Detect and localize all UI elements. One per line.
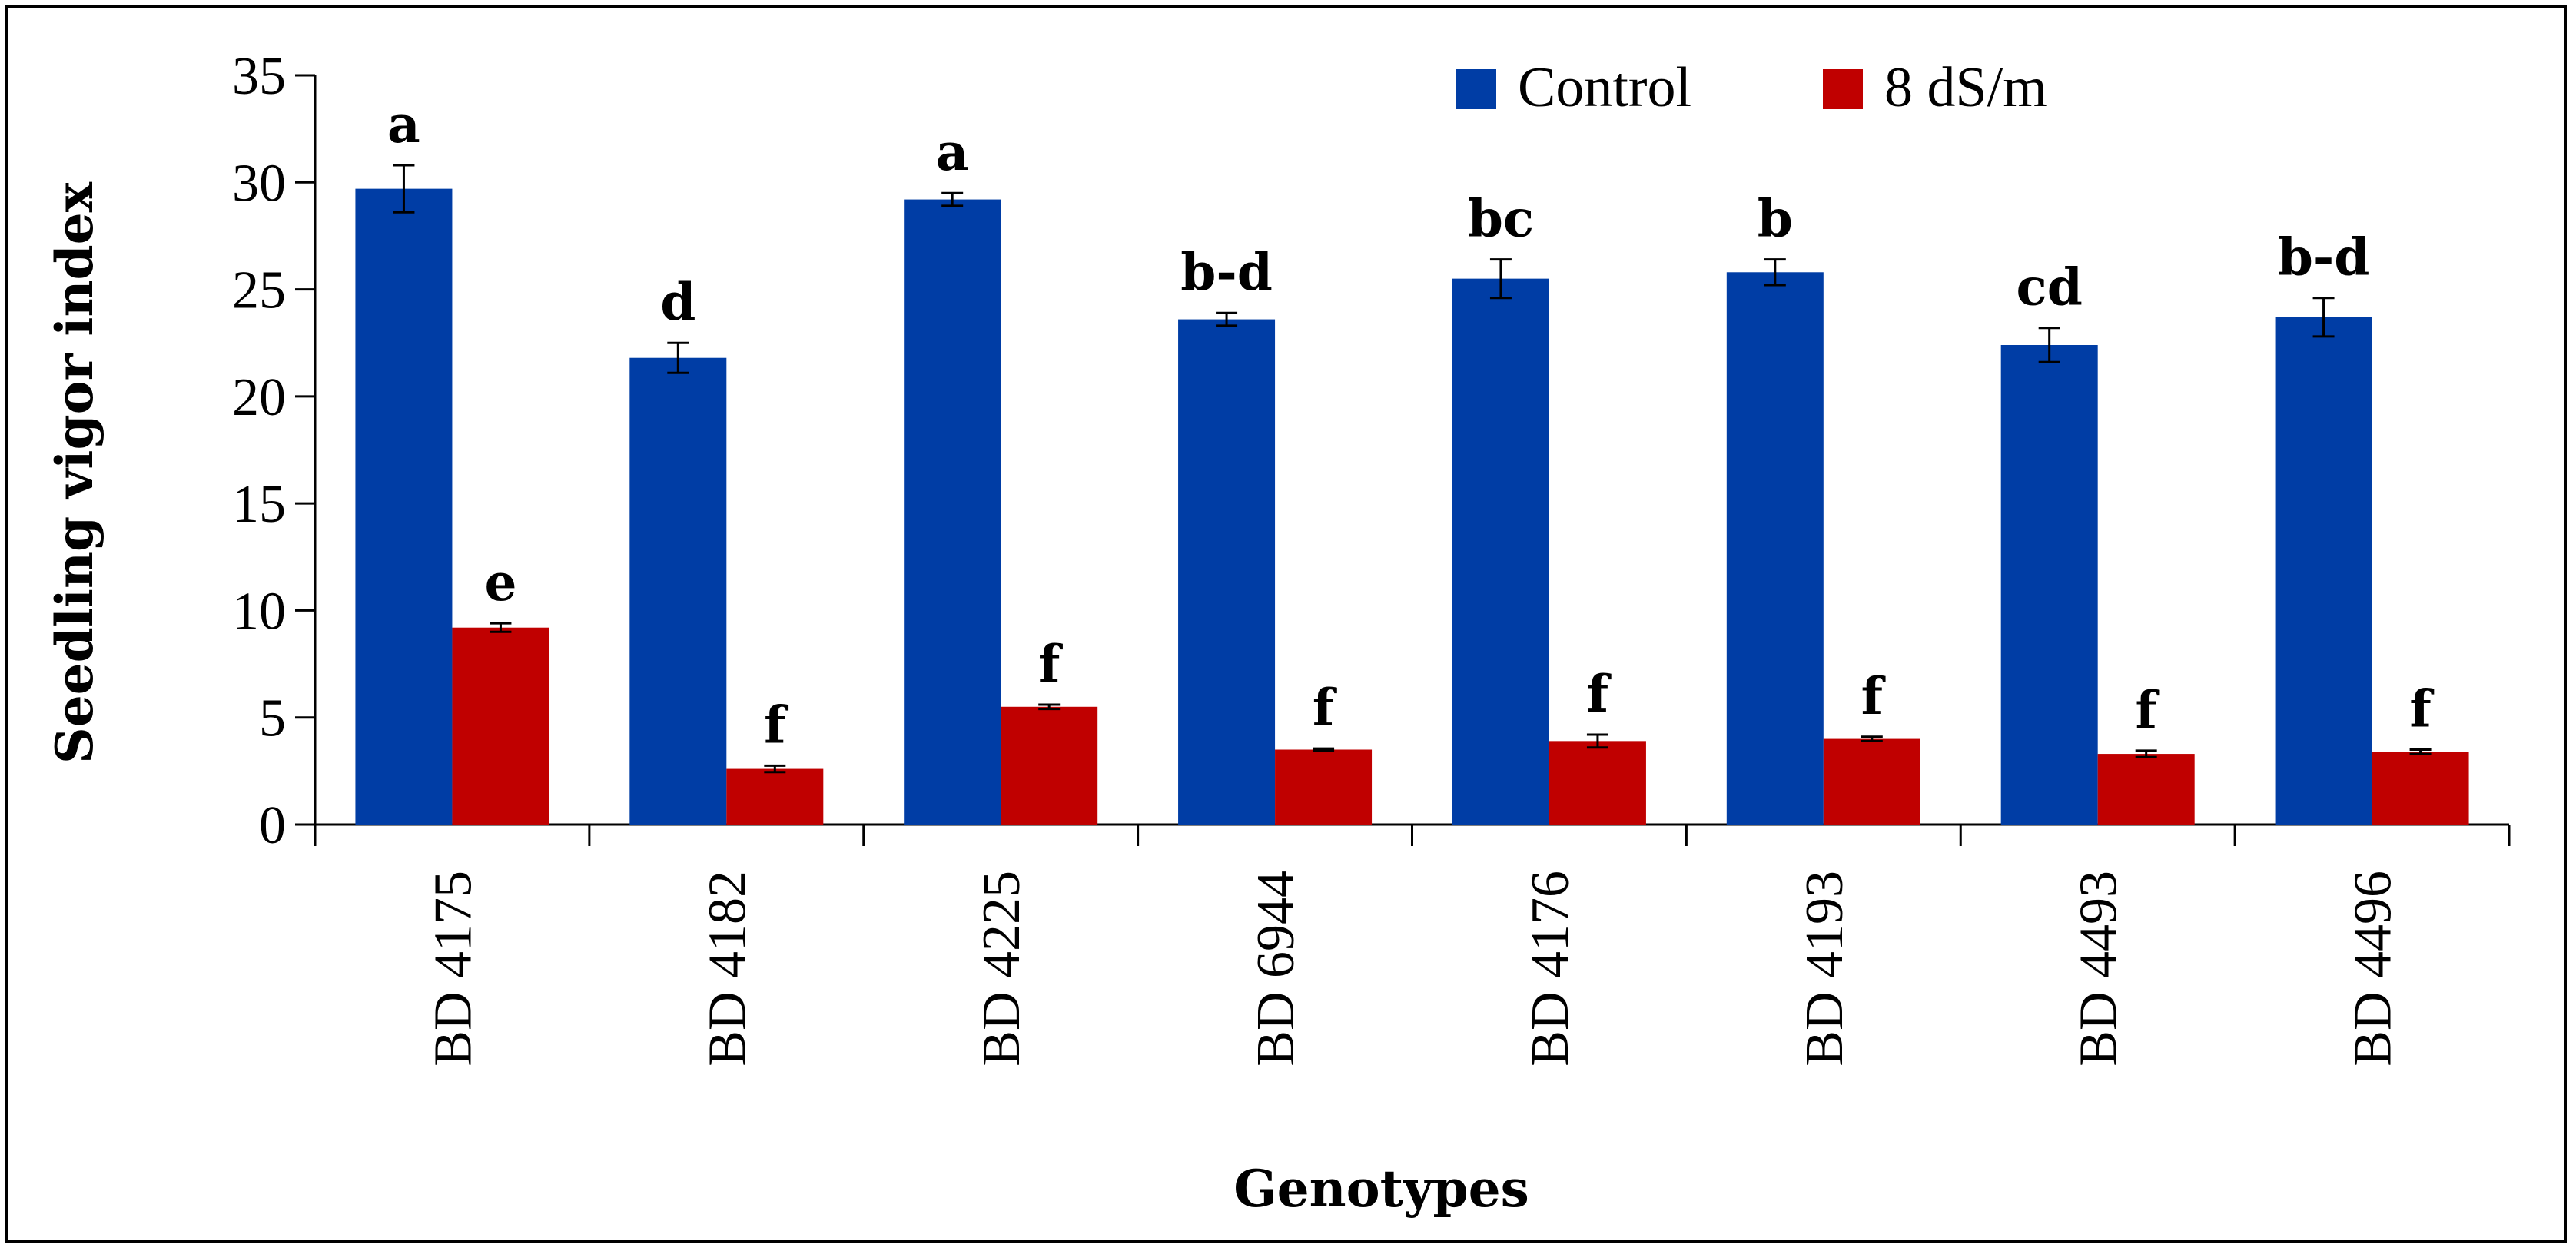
bar-salt-5 (1549, 741, 1646, 825)
y-tick-label: 10 (232, 582, 286, 641)
significance-label: f (2409, 679, 2434, 739)
legend-swatch-salt (1823, 69, 1863, 109)
y-tick-label: 5 (259, 689, 286, 748)
x-category-label: BD 4176 (1521, 871, 1580, 1067)
significance-label: f (1861, 666, 1886, 726)
significance-label: f (2135, 680, 2159, 740)
x-category-label: BD 4193 (1795, 871, 1854, 1067)
bar-control-3 (904, 199, 1001, 825)
bar-control-6 (1726, 272, 1824, 825)
bar-control-7 (2000, 345, 2098, 825)
significance-label: a (387, 95, 420, 154)
bar-control-8 (2275, 317, 2372, 825)
significance-label: b-d (2278, 227, 2370, 287)
x-category-label: BD 4493 (2070, 871, 2129, 1067)
bar-salt-6 (1823, 738, 1920, 825)
significance-label: cd (2017, 257, 2083, 317)
bar-control-4 (1178, 319, 1276, 825)
x-category-label: BD 4225 (972, 871, 1031, 1067)
x-axis-title: Genotypes (1233, 1159, 1529, 1219)
significance-label: f (1313, 678, 1337, 738)
bar-salt-8 (2372, 752, 2469, 825)
bar-control-2 (629, 357, 727, 825)
x-category-label: BD 4175 (423, 871, 483, 1067)
significance-label: f (1038, 634, 1063, 694)
legend-label-control: Control (1518, 56, 1691, 119)
y-axis-title: Seedling vigor index (45, 181, 105, 764)
bar-salt-3 (1001, 706, 1098, 825)
y-tick-label: 35 (232, 47, 286, 106)
bar-salt-7 (2097, 754, 2195, 825)
x-category-label: BD 4182 (698, 871, 757, 1067)
y-tick-label: 30 (232, 154, 286, 213)
significance-label: d (660, 272, 695, 332)
significance-label: a (936, 122, 969, 182)
legend-swatch-control (1456, 69, 1496, 109)
significance-label: e (484, 552, 516, 612)
bar-salt-2 (726, 768, 824, 825)
significance-label: f (764, 695, 788, 755)
significance-label: b-d (1180, 242, 1273, 302)
significance-label: f (1587, 664, 1612, 724)
bar-control-5 (1452, 278, 1549, 825)
significance-label: bc (1468, 189, 1534, 249)
y-tick-label: 20 (232, 368, 286, 427)
significance-label: b (1758, 189, 1793, 249)
y-tick-label: 15 (232, 475, 286, 534)
bar-control-1 (355, 188, 453, 825)
legend-label-salt: 8 dS/m (1884, 56, 2047, 119)
bar-salt-1 (452, 627, 549, 825)
x-category-label: BD 6944 (1247, 871, 1306, 1067)
x-category-label: BD 4496 (2344, 871, 2403, 1067)
y-tick-label: 25 (232, 261, 286, 320)
y-tick-label: 0 (259, 796, 286, 855)
bar-salt-4 (1275, 749, 1373, 825)
